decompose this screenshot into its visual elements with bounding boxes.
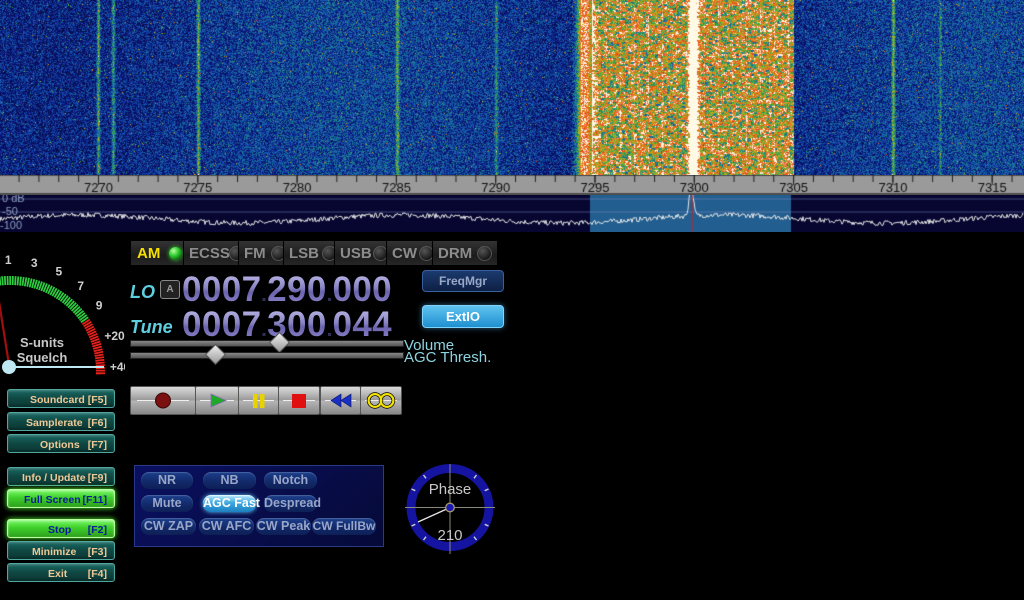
svg-text:9: 9: [96, 299, 103, 313]
svg-text:Phase: Phase: [429, 481, 472, 498]
svg-text:Squelch: Squelch: [17, 350, 68, 365]
svg-text:S-units: S-units: [20, 335, 64, 350]
svg-text:3: 3: [31, 256, 38, 270]
svg-text:+40: +40: [110, 360, 125, 374]
svg-text:210: 210: [437, 527, 462, 544]
svg-text:+20: +20: [104, 329, 125, 343]
svg-text:5: 5: [55, 265, 62, 279]
svg-text:1: 1: [5, 253, 12, 267]
svg-text:7: 7: [77, 279, 84, 293]
